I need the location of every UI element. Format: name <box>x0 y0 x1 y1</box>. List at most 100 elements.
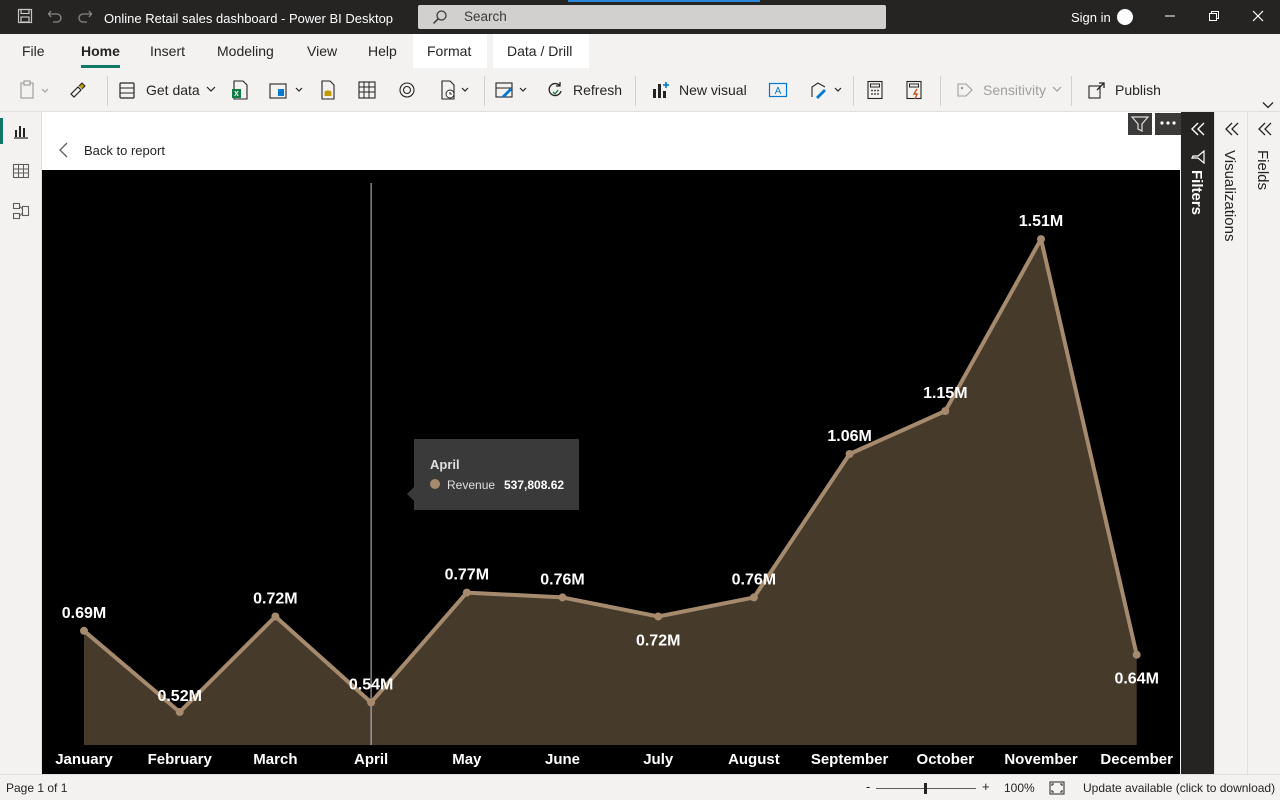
x-axis-tick-label: November <box>1004 751 1078 768</box>
tooltip-arrow <box>407 487 414 501</box>
chevron-down-icon <box>206 85 216 96</box>
tab-file[interactable]: File <box>22 43 45 59</box>
data-label: 0.72M <box>636 633 680 650</box>
x-axis-tick-label: December <box>1100 751 1173 768</box>
data-point <box>462 588 471 597</box>
new-visual-icon <box>651 80 671 100</box>
save-icon[interactable] <box>16 8 34 26</box>
data-label: 0.77M <box>445 567 489 584</box>
x-axis-tick-label: March <box>253 751 297 768</box>
data-label: 0.76M <box>540 571 584 588</box>
visualizations-pane[interactable]: Visualizations <box>1214 112 1247 774</box>
tab-format[interactable]: Format <box>427 43 472 59</box>
publish-button[interactable]: Publish <box>1087 79 1161 101</box>
visualizations-pane-label: Visualizations <box>1221 150 1238 242</box>
report-view-icon[interactable] <box>12 122 30 140</box>
data-label: 1.15M <box>923 385 967 402</box>
data-point <box>1132 650 1141 659</box>
active-view-indicator <box>0 118 3 144</box>
new-measure-icon[interactable] <box>865 80 885 100</box>
data-label: 1.06M <box>827 428 871 445</box>
data-label: 0.64M <box>1114 671 1158 688</box>
x-axis-tick-label: May <box>452 751 482 768</box>
database-icon <box>118 80 138 100</box>
ribbon-separator <box>1071 76 1072 106</box>
fields-pane[interactable]: Fields <box>1247 112 1280 774</box>
sign-in-link[interactable]: Sign in <box>1071 10 1111 25</box>
active-tab-indicator <box>81 65 120 68</box>
zoom-out-button[interactable]: - <box>866 779 871 794</box>
tooltip-value: 537,808.62 <box>504 478 565 492</box>
transform-data-icon[interactable] <box>494 80 527 100</box>
avatar[interactable] <box>1117 9 1133 25</box>
refresh-button[interactable]: Refresh <box>545 79 622 101</box>
chevron-down-icon <box>1052 85 1062 96</box>
svg-text:X: X <box>234 91 239 98</box>
ribbon-separator <box>107 76 108 106</box>
revenue-area-chart[interactable]: 0.69M 0.52M 0.72M 0.54M 0.77M 0.76M 0.72M 0.76M… <box>42 170 1180 774</box>
new-visual-button[interactable]: New visual <box>651 79 747 101</box>
restore-icon[interactable] <box>1204 7 1224 27</box>
tab-modeling[interactable]: Modeling <box>217 43 274 59</box>
expand-visualizations-icon[interactable] <box>1224 122 1240 136</box>
x-axis-tick-label: April <box>354 751 388 768</box>
dataverse-icon[interactable] <box>397 80 417 100</box>
ribbon-collapse-icon[interactable] <box>1262 96 1276 109</box>
more-options-icon[interactable] <box>1155 113 1181 135</box>
focus-mode-header <box>42 112 1180 170</box>
update-available-link[interactable]: Update available (click to download) <box>1083 781 1276 795</box>
minimize-icon[interactable] <box>1160 7 1180 27</box>
ribbon-separator <box>853 76 854 106</box>
page-indicator: Page 1 of 1 <box>6 781 68 795</box>
paste-icon[interactable] <box>18 80 49 100</box>
back-to-report-link[interactable]: Back to report <box>84 143 165 158</box>
table-view-icon[interactable] <box>12 162 30 180</box>
text-box-icon[interactable]: A <box>768 80 788 100</box>
data-point <box>1037 235 1045 244</box>
get-data-button[interactable]: Get data <box>118 79 216 101</box>
sensitivity-button[interactable]: Sensitivity <box>955 79 1062 101</box>
fit-to-page-icon[interactable] <box>1049 781 1065 795</box>
new-visual-label: New visual <box>679 82 747 98</box>
close-icon[interactable] <box>1248 7 1268 27</box>
expand-fields-icon[interactable] <box>1257 122 1273 136</box>
refresh-label: Refresh <box>573 82 623 98</box>
chevron-left-icon[interactable] <box>58 142 70 158</box>
undo-icon[interactable] <box>46 8 64 26</box>
search-box[interactable]: Search <box>418 5 886 29</box>
x-axis-tick-label: February <box>148 751 213 768</box>
excel-icon[interactable]: X <box>230 80 250 100</box>
model-view-icon[interactable] <box>12 202 30 220</box>
recent-sources-icon[interactable] <box>438 80 469 100</box>
tab-view[interactable]: View <box>307 43 338 59</box>
filters-pane[interactable]: Filters <box>1181 112 1214 774</box>
data-point <box>654 612 663 621</box>
data-hub-icon[interactable] <box>268 80 303 100</box>
enter-data-icon[interactable] <box>357 80 377 100</box>
more-visuals-icon[interactable] <box>809 80 842 100</box>
sensitivity-label: Sensitivity <box>983 82 1047 98</box>
app-title: Online Retail sales dashboard - Power BI… <box>104 11 394 26</box>
ribbon: Get data X Refresh New visual A <box>0 68 1280 112</box>
format-painter-icon[interactable] <box>68 80 88 100</box>
tab-home[interactable]: Home <box>81 43 120 59</box>
filter-icon[interactable] <box>1128 113 1152 135</box>
data-point <box>271 612 280 621</box>
tab-data-drill[interactable]: Data / Drill <box>507 43 573 59</box>
data-point <box>941 407 950 415</box>
redo-icon[interactable] <box>76 8 94 26</box>
tab-help[interactable]: Help <box>368 43 397 59</box>
tab-insert[interactable]: Insert <box>150 43 186 59</box>
data-point <box>558 593 567 602</box>
search-placeholder: Search <box>464 9 507 24</box>
zoom-slider-thumb[interactable] <box>924 783 927 794</box>
status-bar: Page 1 of 1 - + 100% Update available (c… <box>0 774 1280 800</box>
tooltip-series-marker <box>430 479 440 489</box>
publish-icon <box>1087 80 1107 100</box>
zoom-in-button[interactable]: + <box>982 779 990 794</box>
quick-measure-icon[interactable] <box>904 80 924 100</box>
data-label: 0.69M <box>62 605 106 622</box>
tooltip-series-name: Revenue <box>447 478 496 492</box>
expand-filters-icon[interactable] <box>1190 122 1206 136</box>
sql-server-icon[interactable] <box>318 80 338 100</box>
